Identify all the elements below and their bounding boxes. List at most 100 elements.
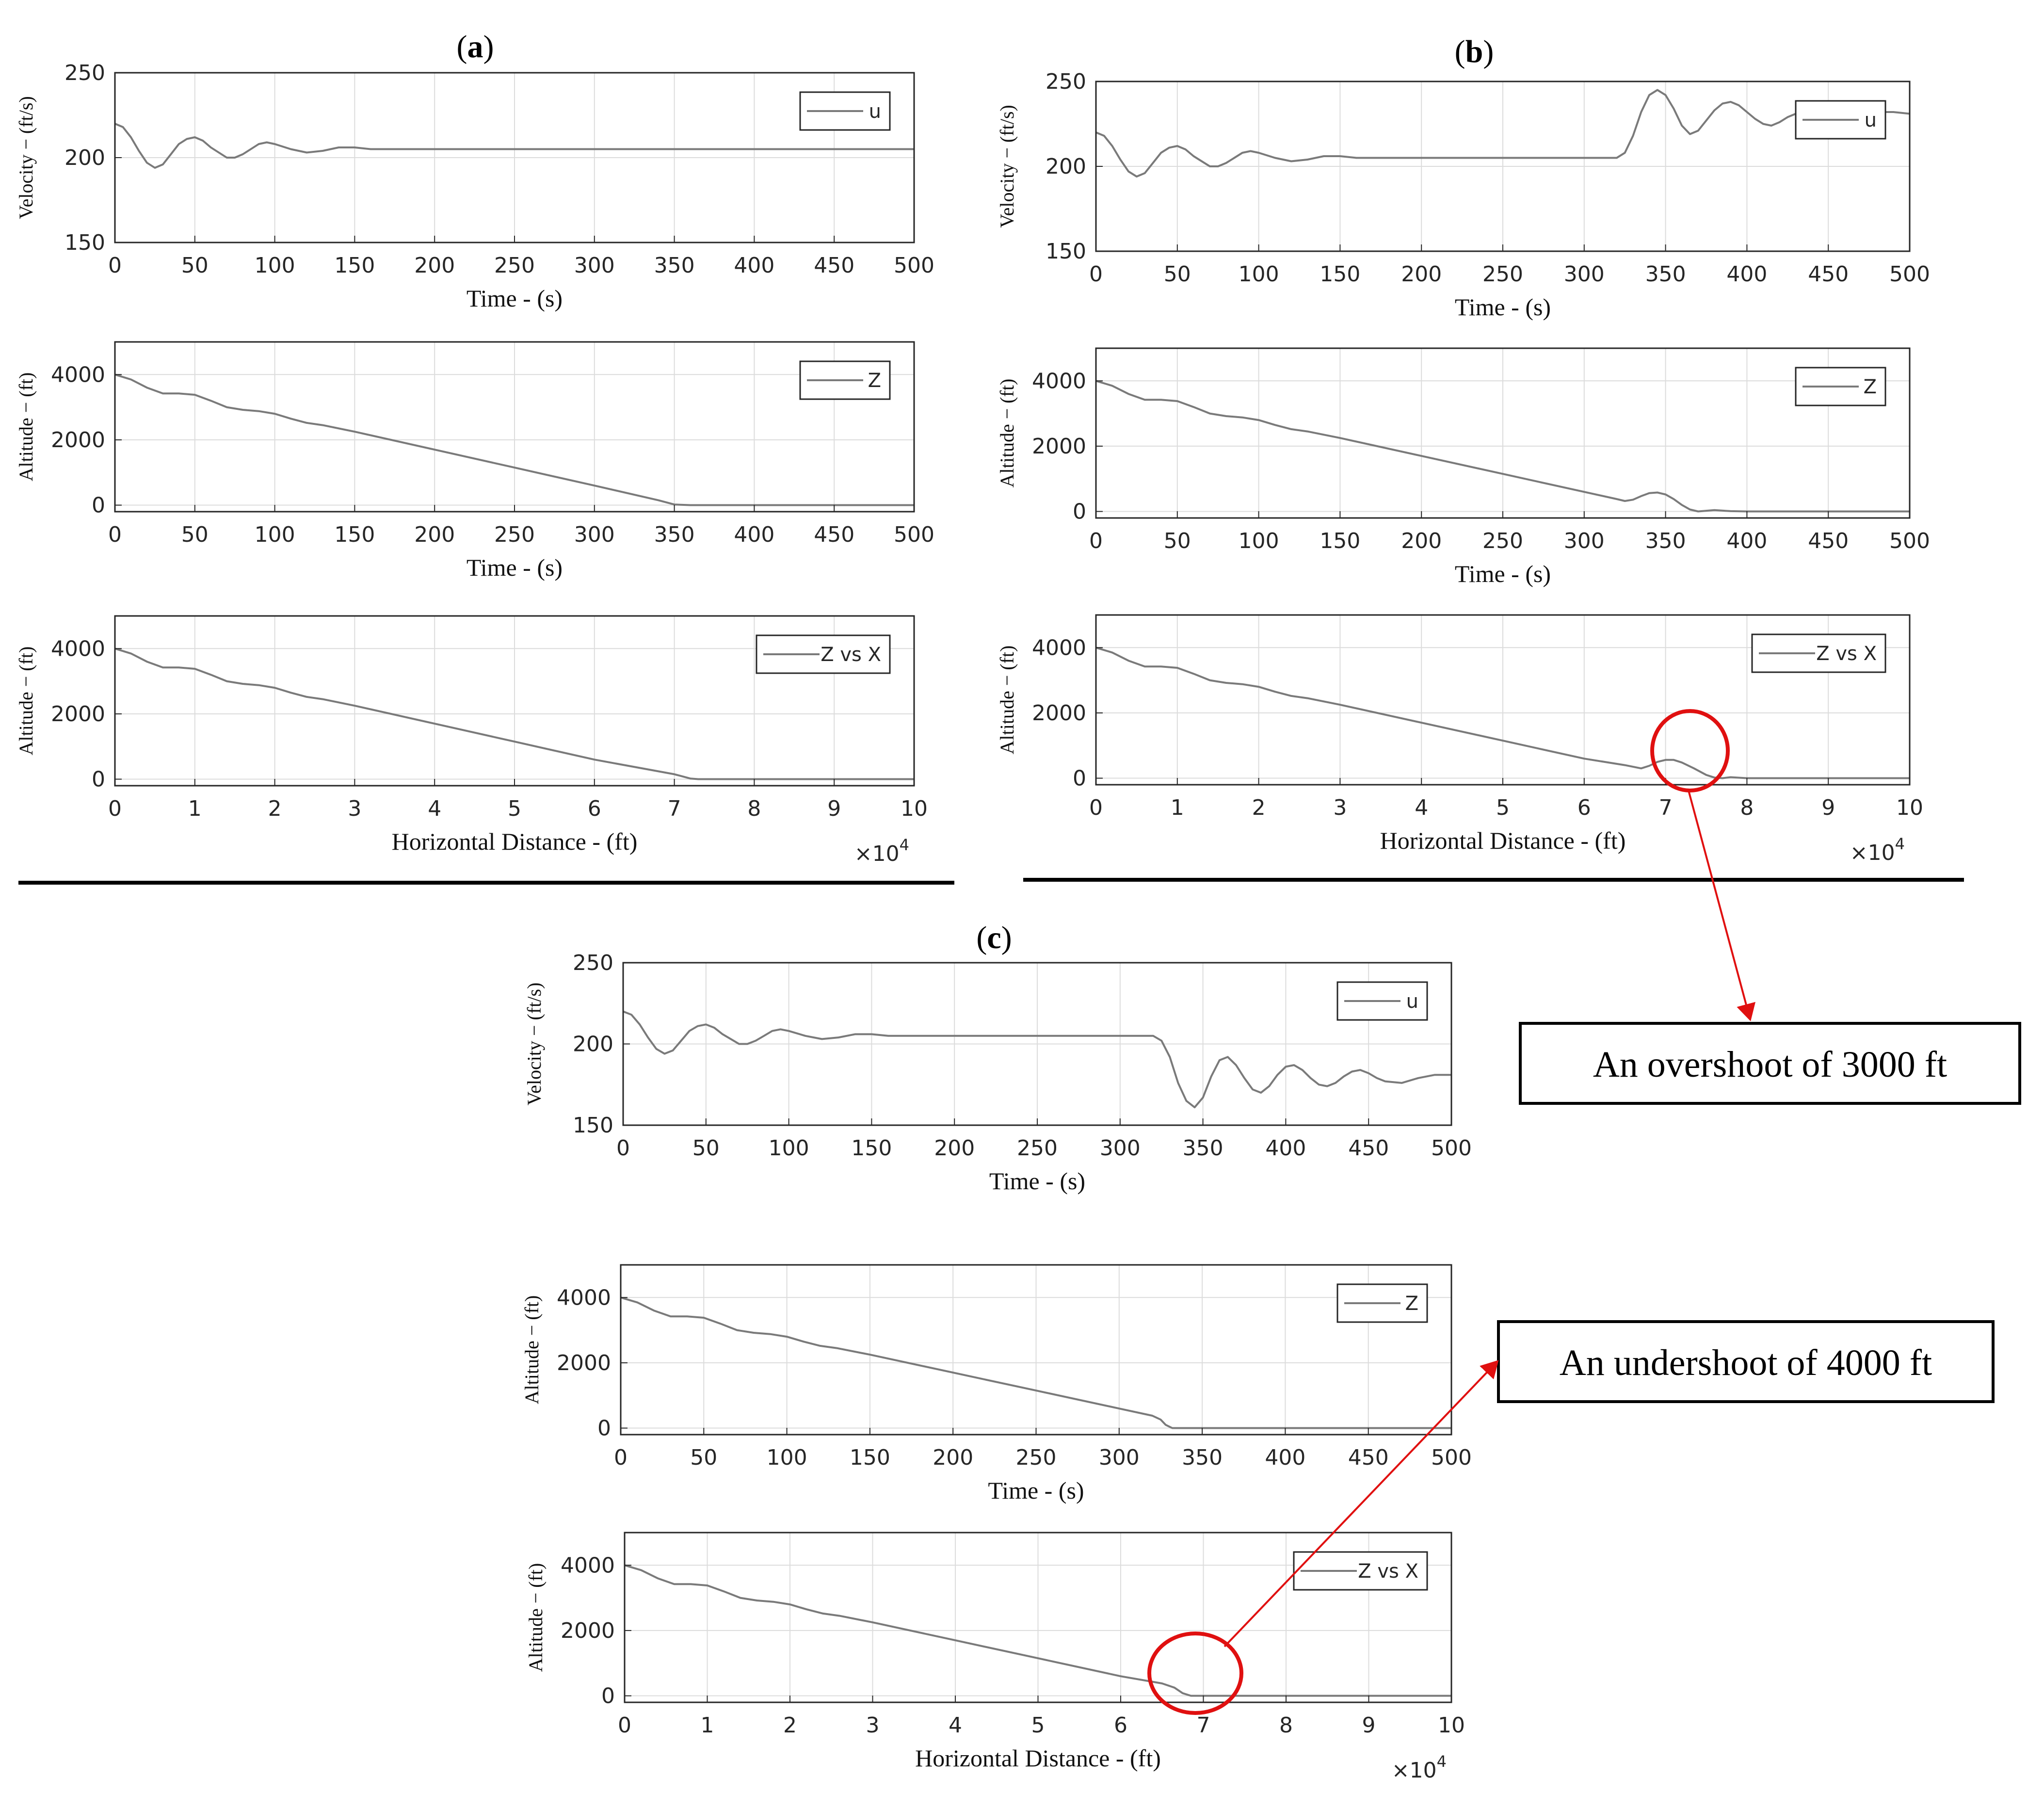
panel-b-altitude_time-xtick-label: 200 <box>1401 529 1442 553</box>
panel-a-velocity-xtick-label: 500 <box>894 253 934 278</box>
panel-a-velocity-xtick-label: 100 <box>255 253 295 278</box>
panel-b-velocity-ytick-label: 200 <box>1046 154 1086 179</box>
panel-b-altitude_time-xlabel: Time - (s) <box>1455 560 1551 587</box>
panel-a-altitude_time-series-line <box>114 373 914 506</box>
panel-b-velocity-xtick-label: 150 <box>1320 262 1360 287</box>
panel-a-altitude_time-xtick-label: 0 <box>108 522 122 547</box>
panel-a-velocity-xtick-label: 350 <box>654 253 695 278</box>
panel-a-altitude_time-legend: Z <box>799 360 891 400</box>
panel-b-velocity-chart: 0 50 100 150 200 250 300 350 400 450 500 150 200 250 T… <box>996 69 1930 321</box>
panel-b-altitude_time-ytick-label: 0 <box>1073 500 1086 524</box>
panel-c-velocity-xtick-label: 200 <box>934 1136 975 1161</box>
panel-a-altitude_distance-xtick-label: 10 <box>901 796 928 821</box>
panel-b-velocity-ytick-label: 150 <box>1046 239 1086 264</box>
panel-a-altitude_distance-legend: Z vs X <box>756 634 891 674</box>
panel-c-altitude_distance-xlabel: Horizontal Distance - (ft) <box>915 1745 1161 1772</box>
panel-a-altitude_distance-xtick-label: 5 <box>508 796 521 821</box>
panel-a-altitude_time-ytick-label: 2000 <box>51 428 105 453</box>
panel-c-altitude_time-ytick-label: 2000 <box>557 1351 611 1375</box>
panel-c-velocity-xtick-label: 450 <box>1348 1136 1389 1161</box>
panel-b-altitude_distance-xtick-label: 8 <box>1740 795 1754 820</box>
panel-b-velocity-xtick-label: 100 <box>1239 262 1279 287</box>
panel-b-altitude_distance-legend-box <box>1751 633 1886 673</box>
panel-b-altitude_distance-legend: Z vs X <box>1751 633 1886 673</box>
panel-a-altitude_time-chart: 0 50 100 150 200 250 300 350 400 450 500 0 2000 4000 T… <box>15 341 934 581</box>
panel-a-altitude_time-xtick-label: 450 <box>814 522 854 547</box>
panel-b-velocity-xtick-label: 250 <box>1482 262 1523 287</box>
panel-a-altitude_distance-chart: 0 1 2 3 4 5 6 7 8 9 10 0 2000 4000 Horizontal Distance… <box>15 615 928 866</box>
panel-b-altitude_distance-ytick-label: 0 <box>1073 766 1086 791</box>
panel-a-altitude_time-ylabel: Altitude − (ft) <box>15 372 37 482</box>
panel-b-altitude_time-legend-label: Z <box>1864 376 1877 398</box>
panel-c-altitude_distance-xtick-label: 9 <box>1362 1713 1376 1738</box>
panel-a-altitude_distance-xtick-label: 9 <box>827 796 841 821</box>
panel-b-altitude_distance-xtick-label: 5 <box>1496 795 1510 820</box>
panel-b-altitude_time-xtick-label: 500 <box>1889 529 1930 553</box>
panel-a-velocity-ytick-label: 200 <box>64 145 105 170</box>
panel-b-velocity-ylabel: Velocity − (ft/s) <box>996 105 1018 228</box>
panel-a-altitude_distance-xtick-label: 6 <box>588 796 601 821</box>
panel-c-velocity-xtick-label: 300 <box>1100 1136 1141 1161</box>
panel-a-velocity-xtick-label: 300 <box>574 253 615 278</box>
panel-c-velocity-xtick-label: 400 <box>1265 1136 1306 1161</box>
panel-b-velocity-xtick-label: 500 <box>1889 262 1930 287</box>
panel-c-altitude_time-legend-label: Z <box>1405 1293 1418 1315</box>
panel-a-altitude_time-xtick-label: 100 <box>255 522 295 547</box>
panel-c-altitude_time-xtick-label: 400 <box>1265 1445 1305 1470</box>
panel-b-velocity-xtick-label: 300 <box>1564 262 1605 287</box>
panel-c-altitude_time-xtick-label: 350 <box>1182 1445 1223 1470</box>
panel-c-altitude_distance-series-line <box>624 1564 1451 1697</box>
panel-c-altitude_time-ytick-label: 0 <box>597 1416 611 1441</box>
panel-a-velocity-xtick-label: 0 <box>108 253 122 278</box>
panel-a-altitude_time-xtick-label: 250 <box>494 522 535 547</box>
panel-c-altitude_distance-ytick-label: 4000 <box>561 1553 615 1578</box>
panel-a-altitude_time-xtick-label: 150 <box>334 522 375 547</box>
panel-title-b: (b) <box>1455 34 1494 69</box>
panel-a-altitude_distance-xtick-label: 7 <box>668 796 681 821</box>
panel-b-altitude_time-xtick-label: 0 <box>1089 529 1103 553</box>
panel-c-altitude_time-xtick-label: 500 <box>1431 1445 1472 1470</box>
panel-c-altitude_time-xtick-label: 100 <box>767 1445 807 1470</box>
panel-c-velocity-series-line <box>623 1010 1451 1109</box>
panel-a-velocity-chart: 0 50 100 150 200 250 300 350 400 450 500 150 200 250 T… <box>15 61 934 312</box>
panel-c-velocity-xtick-label: 500 <box>1431 1136 1472 1161</box>
panel-b-altitude_distance-xtick-label: 6 <box>1577 795 1591 820</box>
panel-b-velocity-legend-label: u <box>1865 109 1877 131</box>
panel-c-velocity-chart: 0 50 100 150 200 250 300 350 400 450 500 150 200 250 T… <box>523 951 1472 1195</box>
panel-c-altitude_distance-xtick-label: 7 <box>1197 1713 1210 1738</box>
panel-b-velocity-xtick-label: 450 <box>1808 262 1849 287</box>
panel-c-altitude_distance-xtick-label: 5 <box>1031 1713 1045 1738</box>
panel-c-altitude_distance-xtick-label: 4 <box>949 1713 962 1738</box>
panel-c-velocity-xtick-label: 50 <box>692 1136 720 1161</box>
panel-a-altitude_distance-xtick-label: 8 <box>747 796 761 821</box>
panel-c-altitude_distance-ytick-label: 2000 <box>561 1618 615 1643</box>
panel-a-velocity-ylabel: Velocity − (ft/s) <box>15 96 37 219</box>
panel-a-velocity-xtick-label: 50 <box>181 253 209 278</box>
panel-a-altitude_distance-ylabel: Altitude − (ft) <box>15 646 37 756</box>
panel-c-altitude_distance-ytick-label: 0 <box>601 1684 615 1709</box>
panel-b-velocity-xtick-label: 50 <box>1164 262 1191 287</box>
panel-b-velocity-series-line <box>1095 89 1910 178</box>
panel-b-altitude_distance-xtick-label: 3 <box>1333 795 1347 820</box>
panel-b-velocity-xtick-label: 400 <box>1726 262 1767 287</box>
panel-c-altitude_distance-legend: Z vs X <box>1293 1551 1428 1591</box>
panel-b-altitude_time-xtick-label: 400 <box>1726 529 1767 553</box>
overshoot-box <box>1519 1022 2021 1105</box>
panel-c-altitude_time-ylabel: Altitude − (ft) <box>521 1295 543 1405</box>
panel-c-altitude_time-xtick-label: 450 <box>1348 1445 1389 1470</box>
panel-c-altitude_distance-legend-label: Z vs X <box>1358 1560 1418 1583</box>
panel-c-altitude_distance-xtick-label: 1 <box>701 1713 714 1738</box>
panel-b-altitude_time-ylabel: Altitude − (ft) <box>996 379 1018 488</box>
panel-c-altitude_time-xtick-label: 150 <box>850 1445 890 1470</box>
panel-c-altitude_time-xtick-label: 50 <box>690 1445 717 1470</box>
panel-c-altitude_time-ytick-label: 4000 <box>557 1285 611 1310</box>
panel-b-velocity-xtick-label: 350 <box>1645 262 1686 287</box>
panel-a-altitude_time-legend-label: Z <box>868 370 881 392</box>
panel-c-velocity-xtick-label: 0 <box>616 1136 630 1161</box>
panel-c-altitude_time-xlabel: Time - (s) <box>988 1477 1084 1504</box>
panel-a-velocity-xtick-label: 400 <box>734 253 774 278</box>
panel-a-altitude_distance-ytick-label: 0 <box>92 767 105 792</box>
panel-a-altitude_time-ytick-label: 0 <box>92 493 105 518</box>
panel-b-altitude_distance-ytick-label: 4000 <box>1032 635 1086 660</box>
panel-b-velocity-xtick-label: 200 <box>1401 262 1442 287</box>
